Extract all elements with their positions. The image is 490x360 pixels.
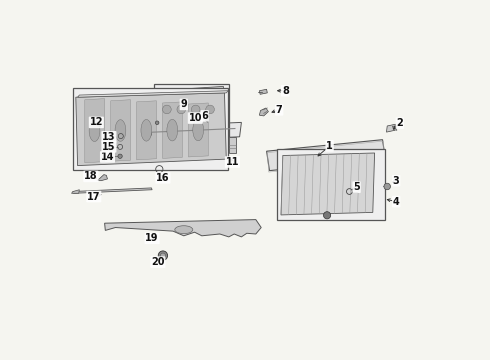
Circle shape: [163, 105, 171, 114]
Text: 7: 7: [276, 105, 283, 115]
Polygon shape: [176, 97, 187, 123]
Polygon shape: [205, 97, 216, 123]
Ellipse shape: [141, 120, 152, 141]
Text: 1: 1: [326, 141, 333, 151]
Polygon shape: [139, 122, 242, 141]
Text: 6: 6: [201, 111, 208, 121]
Text: 2: 2: [396, 118, 403, 128]
Text: 20: 20: [151, 257, 165, 267]
Text: 8: 8: [282, 86, 289, 96]
Text: 3: 3: [393, 176, 399, 186]
Circle shape: [192, 105, 200, 114]
Polygon shape: [137, 101, 156, 160]
Ellipse shape: [193, 119, 204, 141]
Circle shape: [384, 183, 391, 190]
Polygon shape: [156, 86, 225, 133]
Polygon shape: [387, 124, 395, 132]
Text: 14: 14: [101, 152, 114, 162]
Text: 16: 16: [156, 173, 170, 183]
Ellipse shape: [115, 120, 126, 141]
Text: 17: 17: [87, 192, 100, 202]
Polygon shape: [76, 93, 226, 166]
Polygon shape: [189, 103, 208, 157]
Polygon shape: [154, 84, 229, 137]
Text: 4: 4: [393, 197, 399, 207]
Circle shape: [158, 251, 168, 260]
Text: 18: 18: [84, 171, 98, 181]
Circle shape: [323, 212, 331, 219]
Ellipse shape: [175, 226, 193, 234]
Polygon shape: [73, 88, 228, 170]
Polygon shape: [259, 108, 269, 116]
Circle shape: [177, 105, 186, 114]
Polygon shape: [73, 188, 152, 193]
Polygon shape: [85, 99, 104, 163]
Circle shape: [146, 131, 151, 137]
Polygon shape: [162, 97, 172, 123]
Polygon shape: [277, 149, 385, 220]
Polygon shape: [190, 97, 201, 123]
Bar: [229, 137, 236, 153]
Text: 13: 13: [102, 132, 116, 142]
Circle shape: [118, 154, 122, 158]
Circle shape: [160, 253, 166, 258]
Circle shape: [206, 105, 215, 114]
Polygon shape: [111, 100, 130, 161]
Polygon shape: [281, 153, 374, 215]
Text: 19: 19: [146, 233, 159, 243]
Polygon shape: [77, 91, 228, 97]
Polygon shape: [392, 126, 397, 130]
Text: 5: 5: [353, 182, 360, 192]
Text: 12: 12: [90, 117, 103, 127]
Ellipse shape: [167, 120, 178, 141]
Text: 11: 11: [226, 157, 239, 167]
Polygon shape: [97, 175, 107, 181]
Circle shape: [155, 121, 159, 125]
Polygon shape: [267, 140, 386, 171]
Polygon shape: [259, 89, 268, 94]
Text: 10: 10: [189, 113, 202, 123]
Polygon shape: [72, 190, 79, 193]
Text: 9: 9: [180, 99, 187, 109]
Polygon shape: [163, 102, 182, 158]
Ellipse shape: [89, 120, 100, 141]
Polygon shape: [104, 220, 261, 237]
Text: 15: 15: [102, 142, 116, 152]
